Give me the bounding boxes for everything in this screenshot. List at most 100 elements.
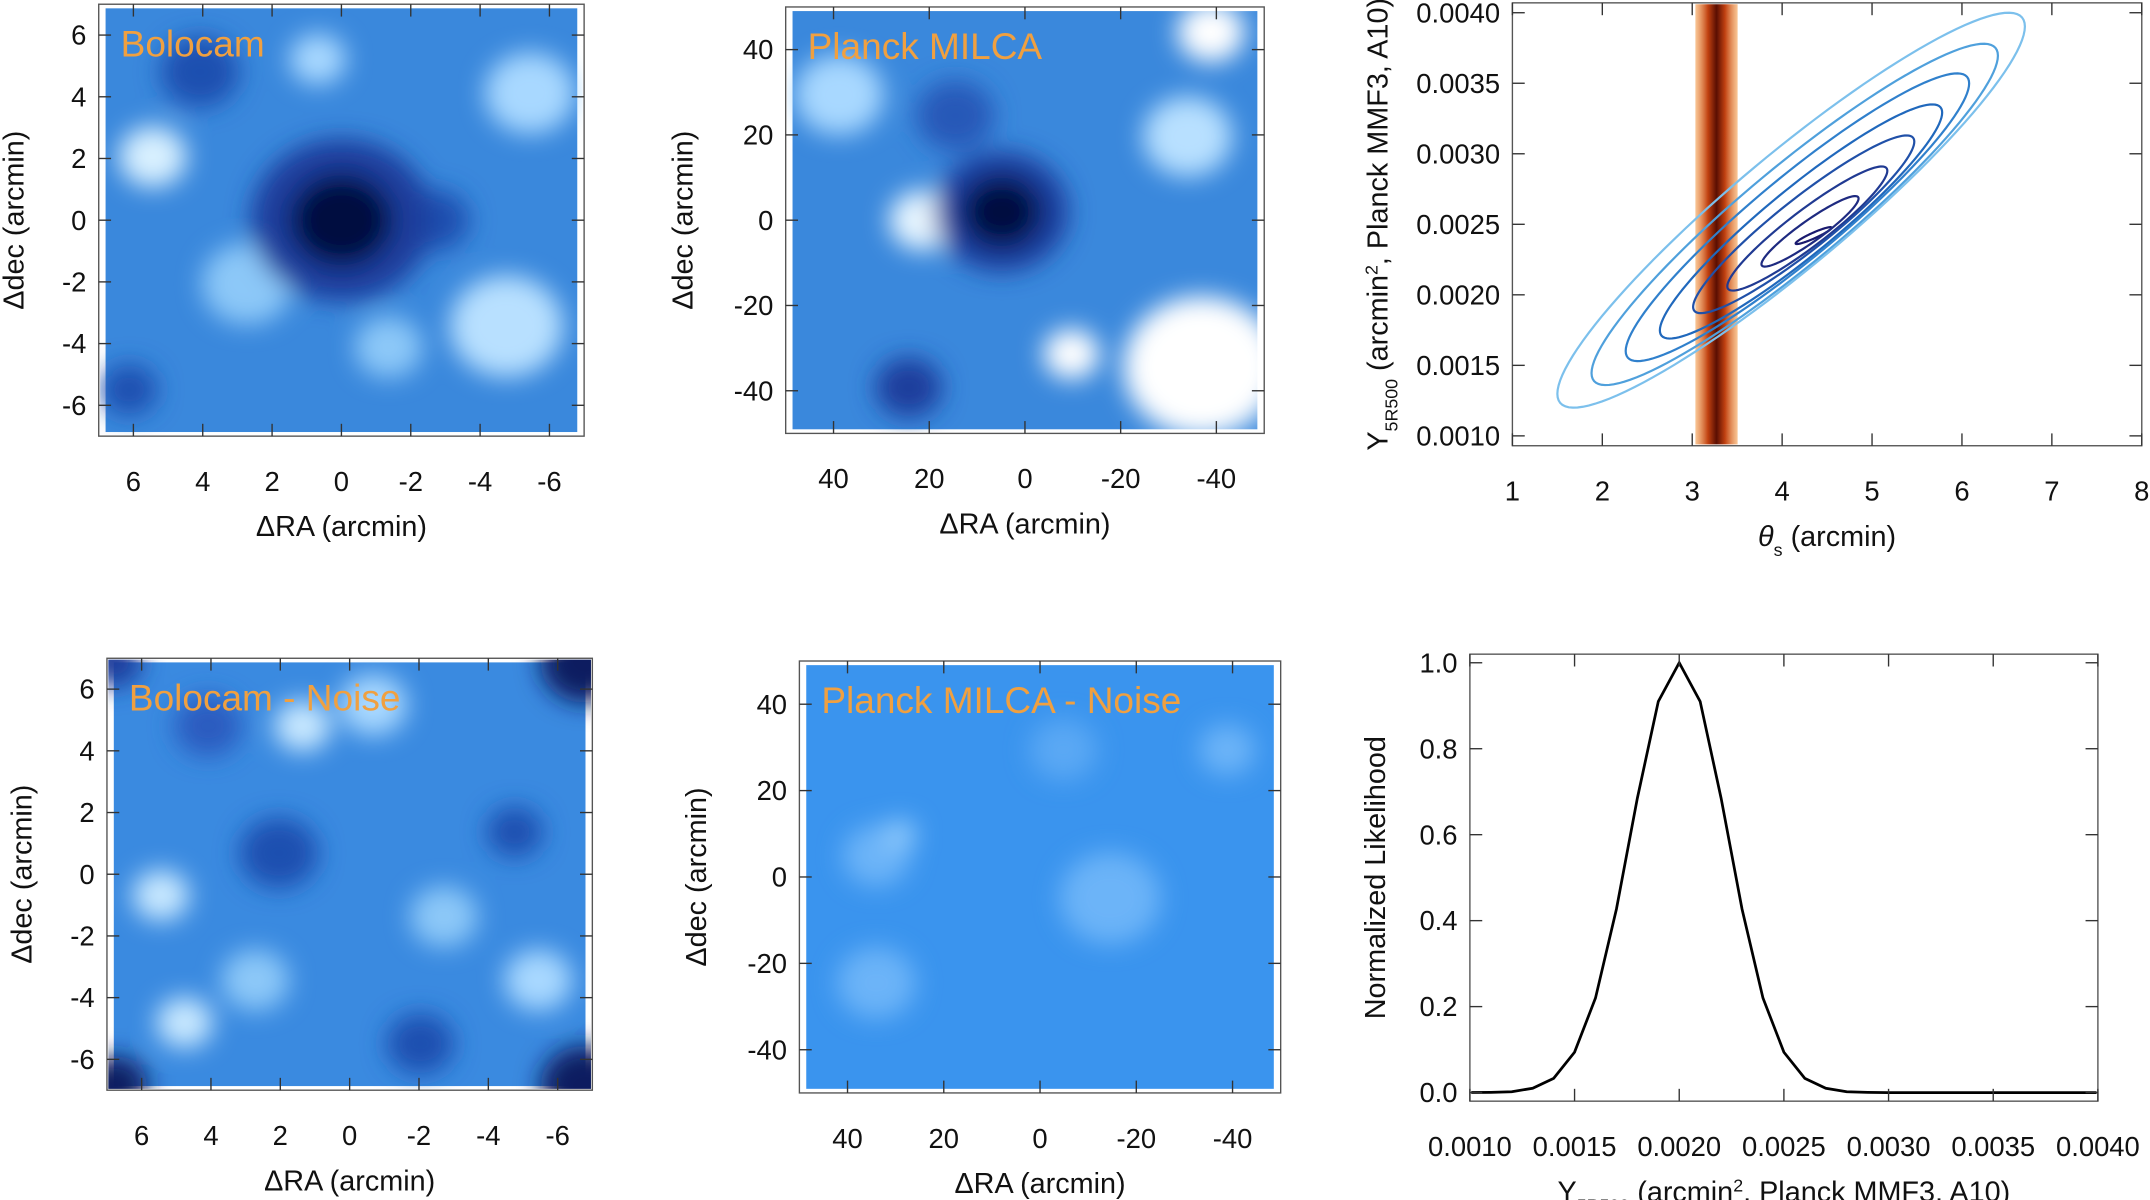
y-tick-label: 0 <box>79 859 94 890</box>
y-tick-label: 0 <box>772 862 787 893</box>
x-tick-label: 40 <box>818 463 848 494</box>
x-tick-label: -4 <box>476 1120 500 1151</box>
x-tick-label: 0.0040 <box>2056 1131 2140 1162</box>
map-feature <box>449 275 564 377</box>
y-tick-label: 1.0 <box>1419 647 1457 678</box>
map-feature <box>1143 96 1233 177</box>
map-feature <box>882 819 917 850</box>
map-feature <box>174 695 243 757</box>
contour <box>1658 103 1944 340</box>
y-tick-label: 0.0030 <box>1416 138 1500 169</box>
y-tick-label: 4 <box>79 735 94 766</box>
y-tick-label: 0.0020 <box>1416 279 1500 310</box>
label-part: , Planck MMF3, A10) <box>1743 1176 2010 1200</box>
y-tick-label: -4 <box>70 982 94 1013</box>
x-tick-label: -6 <box>537 466 561 497</box>
plot-area <box>100 8 578 433</box>
contour <box>1760 194 1860 268</box>
x-tick-label: 4 <box>195 466 210 497</box>
y-tick-label: 0 <box>758 205 773 236</box>
map-feature <box>1029 719 1098 781</box>
map-feature <box>354 316 423 378</box>
x-tick-label: 20 <box>914 463 944 494</box>
map-title: Planck MILCA <box>808 25 1043 67</box>
panel: Planck MILCA 40 20 0 -20 -40 -40 -20 0 20 40 ΔRA (a… <box>667 6 1265 540</box>
x-tick-label: 0.0035 <box>1951 1131 2035 1162</box>
x-tick-label: -2 <box>407 1120 431 1151</box>
x-tick-label: 0 <box>334 466 349 497</box>
label-part: , Planck MMF3, A10) <box>1363 0 1395 265</box>
y-tick-label: 0.4 <box>1419 905 1457 936</box>
y-tick-label: -6 <box>62 390 86 421</box>
x-tick-label: 0 <box>1017 463 1032 494</box>
map-feature <box>156 997 213 1048</box>
x-tick-label: -40 <box>1197 463 1237 494</box>
map-feature <box>837 947 916 1019</box>
label-part: s <box>1774 540 1783 560</box>
y-axis-label: Δdec (arcmin) <box>667 131 699 310</box>
y-tick-label: 40 <box>757 689 787 720</box>
map-feature <box>290 174 393 266</box>
plot-area <box>1471 659 2097 1094</box>
map-feature <box>916 80 995 151</box>
contour <box>1692 134 1916 315</box>
y-tick-label: 0.0 <box>1419 1077 1457 1108</box>
y-axis-label: Δdec (arcmin) <box>0 131 30 310</box>
label-part: 5R500 <box>1382 379 1402 432</box>
label-part: (arcmin <box>1629 1176 1733 1200</box>
map-feature <box>100 364 158 416</box>
plot-area <box>792 8 1263 433</box>
x-tick-label: -40 <box>1213 1123 1253 1154</box>
x-axis-label: ΔRA (arcmin) <box>256 511 427 543</box>
x-axis-label: Y5R500 (arcmin2, Planck MMF3, A10) <box>1558 1175 2011 1200</box>
y-tick-label: 6 <box>79 674 94 705</box>
x-tick-label: 3 <box>1685 476 1700 507</box>
plot-frame <box>1511 2 2143 447</box>
panel: Planck MILCA - Noise 40 20 0 -20 -40 -40 -20 0 20… <box>681 660 1282 1200</box>
label-part: Y <box>1363 431 1395 450</box>
y-tick-label: 0.0015 <box>1416 350 1500 381</box>
band <box>1695 4 1738 445</box>
y-tick-label: 0.6 <box>1419 819 1457 850</box>
panel: 0.0010 0.0015 0.0020 0.0025 0.0030 0.0035 0.00… <box>1360 647 2140 1200</box>
map-feature <box>108 1055 148 1089</box>
label-part: (arcmin) <box>1783 521 1897 553</box>
x-tick-label: 6 <box>126 466 141 497</box>
y-tick-label: 2 <box>79 797 94 828</box>
map-feature <box>875 357 943 418</box>
map-title: Bolocam - Noise <box>129 676 401 718</box>
y-tick-label: 0.0035 <box>1416 68 1500 99</box>
plot-area <box>806 665 1274 1089</box>
likelihood-curve <box>1471 659 2097 1094</box>
x-tick-label: 2 <box>1595 476 1610 507</box>
y-tick-label: -6 <box>70 1044 94 1075</box>
map-features <box>100 33 576 416</box>
x-tick-label: 20 <box>929 1123 959 1154</box>
plot-area <box>108 659 591 1089</box>
x-tick-label: 0.0025 <box>1742 1131 1826 1162</box>
x-tick-label: -20 <box>1101 463 1141 494</box>
label-part: 5R500 <box>1577 1195 1630 1200</box>
panel: 1 2 3 4 5 6 7 8 0.0010 0.0015 0.0020 0.0025 0.0030 0.… <box>1362 0 2150 560</box>
panel: Bolocam 6 4 2 0 -2 -4 -6 -6 -4 -2 0 2 4 6 ΔRA (arcmin) Δ… <box>0 3 585 543</box>
map-feature <box>160 36 240 108</box>
x-tick-label: -2 <box>399 466 423 497</box>
y-axis-label: Δdec (arcmin) <box>7 785 39 964</box>
y-tick-label: 20 <box>757 775 787 806</box>
x-axis-label: ΔRA (arcmin) <box>939 508 1110 540</box>
map-feature <box>1123 296 1263 433</box>
x-tick-label: 2 <box>273 1120 288 1151</box>
map-feature <box>239 817 319 889</box>
y-axis-label: Normalized Likelihood <box>1360 736 1392 1019</box>
label-part: 2 <box>1733 1175 1743 1195</box>
x-tick-label: 6 <box>134 1120 149 1151</box>
map-feature <box>486 806 544 858</box>
y-tick-label: 20 <box>743 119 773 150</box>
x-tick-label: 6 <box>1954 476 1969 507</box>
x-axis-label: ΔRA (arcmin) <box>264 1165 435 1197</box>
y-tick-label: -2 <box>62 266 86 297</box>
map-title: Bolocam <box>121 22 265 64</box>
map-feature <box>289 33 347 85</box>
